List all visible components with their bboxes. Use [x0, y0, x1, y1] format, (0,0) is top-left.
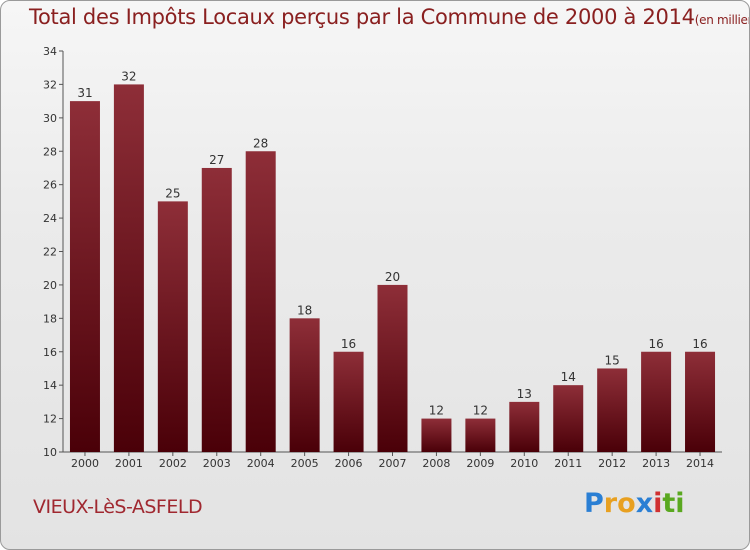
logo-letter: t — [662, 488, 676, 519]
bar — [157, 201, 188, 452]
x-tick-label: 2011 — [554, 457, 582, 470]
bar-value-label: 31 — [77, 86, 92, 100]
bar-value-label: 13 — [517, 387, 532, 401]
bar — [245, 151, 276, 452]
y-tick-label: 20 — [43, 279, 57, 292]
y-tick-label: 12 — [43, 413, 57, 426]
y-tick-label: 26 — [43, 179, 57, 192]
bar — [69, 101, 100, 452]
bar — [553, 385, 584, 452]
x-tick-label: 2001 — [115, 457, 143, 470]
logo-letter: r — [603, 488, 618, 519]
bar-value-label: 28 — [253, 136, 268, 150]
bar — [641, 351, 672, 452]
bar-value-label: 12 — [473, 404, 488, 418]
bar — [333, 351, 364, 452]
bar-value-label: 20 — [385, 270, 400, 284]
bar — [685, 351, 716, 452]
bar — [113, 84, 144, 453]
x-tick-label: 2013 — [642, 457, 670, 470]
y-tick-label: 28 — [43, 145, 57, 158]
bar — [465, 418, 496, 452]
bar-value-label: 16 — [341, 337, 356, 351]
bar-value-label: 25 — [165, 186, 180, 200]
bar-value-label: 27 — [209, 153, 224, 167]
chart-title: Total des Impôts Locaux perçus par la Co… — [29, 5, 749, 29]
y-tick-label: 22 — [43, 246, 57, 259]
bar-value-label: 32 — [121, 69, 136, 83]
y-tick-label: 16 — [43, 346, 57, 359]
logo-letter: i — [675, 488, 685, 519]
chart-title-text: Total des Impôts Locaux perçus par la Co… — [29, 5, 695, 29]
y-tick-label: 14 — [43, 379, 57, 392]
x-tick-label: 2010 — [510, 457, 538, 470]
x-tick-label: 2002 — [159, 457, 187, 470]
x-tick-label: 2003 — [203, 457, 231, 470]
bar-value-label: 14 — [561, 370, 576, 384]
logo-letter: P — [584, 488, 604, 519]
proxiti-logo: Proxiti — [584, 488, 685, 519]
x-tick-label: 2005 — [291, 457, 319, 470]
x-tick-label: 2006 — [335, 457, 363, 470]
x-tick-label: 2007 — [379, 457, 407, 470]
y-tick-label: 10 — [43, 446, 57, 459]
x-tick-label: 2009 — [466, 457, 494, 470]
chart-unit: (en milliers d'€) — [694, 13, 749, 27]
bar-value-label: 15 — [605, 353, 620, 367]
x-tick-label: 2014 — [686, 457, 714, 470]
bar-value-label: 16 — [692, 337, 707, 351]
bar-value-label: 18 — [297, 303, 312, 317]
y-tick-label: 32 — [43, 78, 57, 91]
commune-name: VIEUX-LèS-ASFELD — [33, 496, 203, 518]
bar — [289, 318, 320, 452]
bar — [201, 167, 232, 453]
bar — [509, 401, 540, 452]
x-tick-label: 2004 — [247, 457, 275, 470]
bar-value-label: 12 — [429, 404, 444, 418]
logo-letter: i — [653, 488, 663, 519]
bar — [377, 284, 408, 452]
y-tick-label: 24 — [43, 212, 57, 225]
x-tick-label: 2000 — [71, 457, 99, 470]
x-tick-label: 2008 — [422, 457, 450, 470]
bar — [421, 418, 452, 452]
y-tick-label: 30 — [43, 112, 57, 125]
logo-letter: o — [617, 488, 636, 519]
bar — [597, 368, 628, 452]
bar-value-label: 16 — [648, 337, 663, 351]
y-tick-label: 18 — [43, 312, 57, 325]
y-tick-label: 34 — [43, 45, 57, 58]
logo-letter: x — [635, 488, 654, 519]
x-tick-label: 2012 — [598, 457, 626, 470]
